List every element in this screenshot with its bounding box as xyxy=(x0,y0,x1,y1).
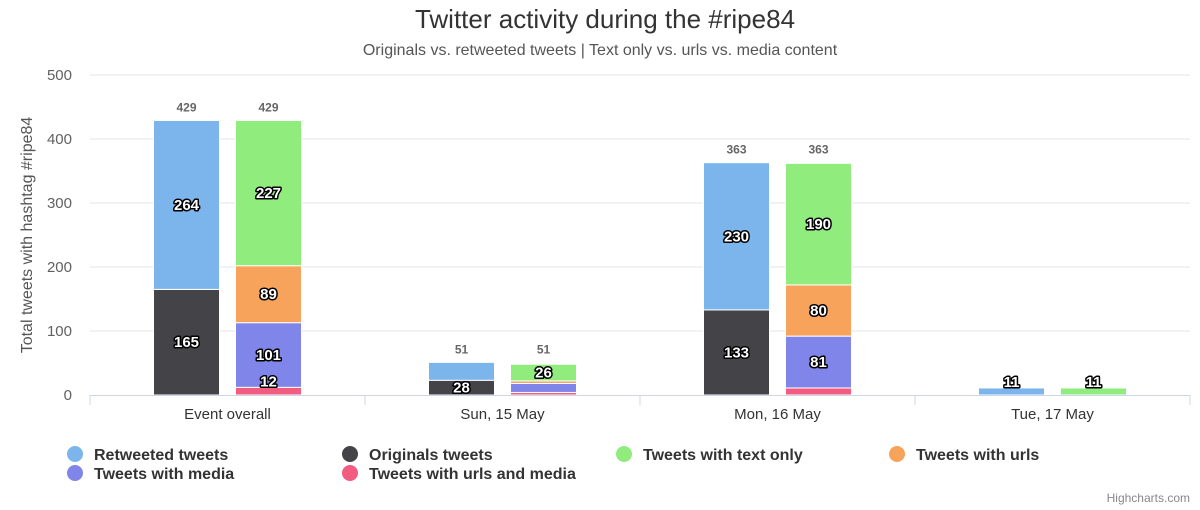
bar-originals-tweets xyxy=(153,288,220,396)
legend-item-tweets-with-text-only[interactable]: Tweets with text only xyxy=(616,446,803,464)
credits[interactable]: Highcharts.com xyxy=(1107,491,1190,505)
data-label: 26 xyxy=(535,365,552,382)
bar-tweets-with-media xyxy=(510,382,577,393)
data-label: 133 xyxy=(724,344,749,361)
bar-tweets-with-urls-and-media xyxy=(785,387,852,396)
data-labels: 165 264 28 133 230 11 12 101 89 227 26 81 80 190 11 xyxy=(172,184,1102,399)
y-axis: 0 100 200 300 400 500 xyxy=(47,67,72,404)
stack-total: 363 xyxy=(808,143,828,157)
legend-item-tweets-with-urls-and-media[interactable]: Tweets with urls and media xyxy=(342,465,576,483)
stack-total: 363 xyxy=(726,143,746,157)
bar-retweeted-tweets xyxy=(703,162,770,311)
legend-item-originals-tweets[interactable]: Originals tweets xyxy=(342,446,493,464)
data-label: 190 xyxy=(806,216,831,233)
bars xyxy=(153,119,1127,396)
y-tick-label: 500 xyxy=(47,67,72,84)
stack-totals: 429 51 363 429 51 363 xyxy=(176,100,828,356)
y-tick-label: 300 xyxy=(47,195,72,212)
data-label: 80 xyxy=(810,303,827,320)
legend-item-tweets-with-media[interactable]: Tweets with media xyxy=(67,465,234,483)
stack-total: 429 xyxy=(176,100,196,114)
bar-tweets-with-text-only xyxy=(785,162,852,286)
legend-label: Tweets with text only xyxy=(643,447,803,464)
bar-tweets-with-urls xyxy=(235,265,302,324)
data-label: 230 xyxy=(724,228,749,245)
data-label: 264 xyxy=(174,197,200,214)
legend-label: Retweeted tweets xyxy=(94,447,228,464)
x-tick-label: Mon, 16 May xyxy=(734,406,821,423)
y-axis-label: Total tweets with hashtag #ripe84 xyxy=(19,117,36,354)
y-tick-label: 100 xyxy=(47,323,72,340)
x-tick-label: Sun, 15 May xyxy=(460,406,545,423)
data-label: 11 xyxy=(1004,374,1020,391)
legend-marker xyxy=(616,446,632,462)
legend-item-tweets-with-urls[interactable]: Tweets with urls xyxy=(889,446,1039,464)
bar-tweets-with-media xyxy=(785,335,852,389)
data-label: 165 xyxy=(174,334,199,351)
bar-tweets-with-text-only xyxy=(510,363,577,382)
legend-marker xyxy=(889,446,905,462)
x-tick-label: Tue, 17 May xyxy=(1011,406,1094,423)
data-label: 89 xyxy=(260,286,277,303)
chart-title: Twitter activity during the #ripe84 xyxy=(415,4,795,34)
legend-label: Tweets with urls and media xyxy=(369,466,576,483)
stack-total: 429 xyxy=(258,100,278,114)
legend-marker xyxy=(67,465,83,481)
legend-label: Tweets with media xyxy=(94,466,234,483)
bar-retweeted-tweets xyxy=(153,119,220,290)
legend-item-retweeted-tweets[interactable]: Retweeted tweets xyxy=(67,446,228,464)
y-tick-label: 0 xyxy=(64,387,72,404)
data-label: 81 xyxy=(810,354,827,371)
y-tick-label: 200 xyxy=(47,259,72,276)
stack-total: 51 xyxy=(455,342,469,356)
bar-originals-tweets xyxy=(703,309,770,396)
y-tick-label: 400 xyxy=(47,131,72,148)
legend: Retweeted tweets Originals tweets Tweets w… xyxy=(67,446,1039,483)
legend-marker xyxy=(67,446,83,462)
stack-total: 51 xyxy=(537,342,551,356)
bar-tweets-with-text-only xyxy=(235,119,302,267)
data-label: 227 xyxy=(256,185,281,202)
bar-retweeted-tweets xyxy=(428,361,495,381)
data-label: 101 xyxy=(256,347,281,364)
data-label: 11 xyxy=(1086,374,1102,391)
legend-label: Tweets with urls xyxy=(916,447,1039,464)
data-label: 28 xyxy=(453,380,470,397)
legend-label: Originals tweets xyxy=(369,447,493,464)
bar-tweets-with-media xyxy=(235,322,302,388)
chart-subtitle: Originals vs. retweeted tweets | Text on… xyxy=(363,42,838,59)
legend-marker xyxy=(342,465,358,481)
data-label: 12 xyxy=(260,373,277,390)
x-axis: Event overall Sun, 15 May Mon, 16 May Tue, … xyxy=(89,395,1191,423)
x-tick-label: Event overall xyxy=(184,406,271,423)
legend-marker xyxy=(342,446,358,462)
